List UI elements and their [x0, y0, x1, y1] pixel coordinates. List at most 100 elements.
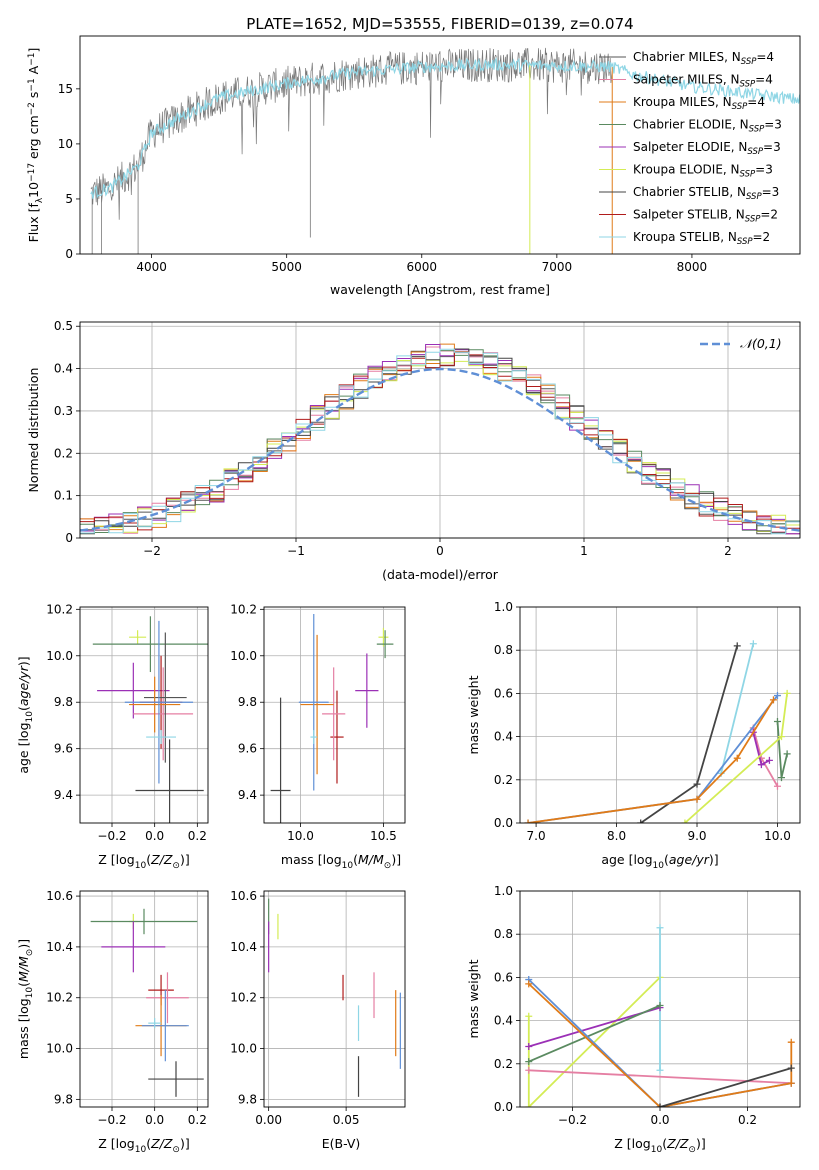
ageZ-xlabel-part: )] [180, 852, 190, 867]
massweight-vs-Z-marker-cs [787, 1064, 795, 1072]
massweight-vs-age-line-cs [640, 645, 739, 823]
hist-step-ks [80, 348, 800, 535]
massZ-ylabel-part: M/M [16, 956, 31, 982]
residual-hist-ytick-label: 0.5 [54, 319, 73, 333]
mass-vs-Z-xtick-label: −0.2 [97, 1113, 126, 1127]
legend-sub: SSP [732, 102, 748, 112]
spectrum-ytick-label: 15 [58, 82, 73, 96]
legend-label-km: Kroupa MILES, NSSP=4 [633, 95, 765, 112]
mwage-xlabel-sub: 10 [653, 861, 665, 871]
legend-sub: SSP [740, 170, 756, 180]
age-vs-mass-ytick-label: 9.6 [238, 742, 257, 756]
hist-legend-label: 𝒩(0,1) [740, 336, 782, 351]
mwage-ylabel: mass weight [466, 675, 481, 754]
massweight-vs-age-marker-ke [681, 819, 689, 823]
agemass-xlabel-part: M/M [358, 852, 384, 867]
age-vs-Z-ytick-label: 9.6 [54, 742, 73, 756]
mass-vs-Z-frame [79, 890, 209, 1108]
massweight-vs-age-marker-cs [733, 642, 741, 650]
massweight-vs-Z-marker-ce [525, 1058, 533, 1066]
massZ-xlabel: Z [log10(Z/Z⊙)] [98, 1136, 189, 1155]
spectrum-xtick-label: 6000 [406, 260, 437, 274]
agemass-xlabel: mass [log10(M/M⊙)] [281, 852, 401, 871]
mass-vs-ebv-frame [263, 890, 406, 1108]
hist-xlabel: (data-model)/error [382, 567, 499, 582]
spectrum-model-line [90, 57, 800, 199]
mwZ-xlabel-sub: 10 [651, 1145, 663, 1155]
legend-suffix: =4 [756, 50, 774, 64]
mass-vs-ebv-ytick-label: 10.2 [230, 991, 257, 1005]
age-vs-Z-ytick-label: 10.0 [46, 649, 73, 663]
spectrum-ytick-label: 5 [65, 192, 73, 206]
legend-text: Kroupa ELODIE, N [633, 163, 740, 177]
mass-vs-ebv-ytick-label: 9.8 [238, 1092, 257, 1106]
massweight-vs-age-marker-ce [783, 750, 791, 758]
legend-suffix: =4 [747, 95, 765, 109]
hist-step-ss [80, 351, 800, 531]
ageZ-xlabel: Z [log10(Z/Z⊙)] [98, 852, 189, 871]
massweight-vs-Z-xtick-label: 0.0 [650, 1113, 669, 1127]
spectrum-ylabel: Flux [fλ10−17 erg cm−2 s−1 A−1] [26, 48, 45, 243]
age-vs-Z-xtick-label: 0.0 [145, 829, 164, 843]
massweight-vs-Z-panel: −0.2 0.0 0.2 0.0 0.2 0.4 0.6 0.8 1.0 Z [log10(Z/Z… [466, 884, 801, 1155]
mass-vs-Z-ytick-label: 9.8 [54, 1092, 73, 1106]
ageZ-xlabel-part: Z/Z [150, 852, 173, 867]
mwZ-xlabel-sub: ⊙ [688, 1145, 696, 1155]
age-vs-mass-ytick-label: 9.8 [238, 695, 257, 709]
spectrum-ylabel-part: −1 [27, 78, 37, 91]
massweight-vs-age-xtick-label: 9.0 [687, 829, 706, 843]
age-vs-mass-ytick-label: 9.4 [238, 788, 257, 802]
spectrum-ylabel-part: −2 [27, 102, 37, 115]
massweight-vs-Z-ytick-label: 1.0 [494, 884, 513, 898]
mass-vs-Z-xtick-label: 0.2 [188, 1113, 207, 1127]
massweight-vs-age-frame [519, 606, 801, 824]
massweight-vs-Z-ytick-label: 0.0 [494, 1100, 513, 1114]
mass-vs-Z-panel: −0.2 0.0 0.2 9.8 10.0 10.2 10.4 10.6 Z [log10(Z/… [16, 889, 209, 1155]
legend-label-sm: Salpeter MILES, NSSP=4 [633, 73, 773, 90]
ageZ-ylabel-part: age/yr [16, 665, 31, 706]
mwZ-xlabel-part: Z/Z [666, 1136, 689, 1151]
mwZ-xlabel-part: )] [696, 1136, 706, 1151]
legend-label-ke: Kroupa ELODIE, NSSP=3 [633, 163, 773, 180]
massweight-vs-age-marker-se [757, 761, 765, 769]
massweight-vs-age-ytick-label: 0.4 [494, 730, 513, 744]
spectrum-ylabel-part: s [26, 92, 41, 103]
massweight-vs-Z-marker-se [525, 1043, 533, 1051]
age-vs-Z-xtick-label: −0.2 [97, 829, 126, 843]
massZ-xlabel-sub: 10 [135, 1145, 147, 1155]
spectrum-ylabel-part: erg cm [26, 115, 41, 163]
agemass-xlabel-part: )] [391, 852, 401, 867]
residual-hist-ytick-label: 0.1 [54, 489, 73, 503]
massweight-vs-age-line-km [527, 699, 775, 823]
residual-hist-ytick-label: 0 [65, 531, 73, 545]
massweight-vs-Z-marker-km [787, 1038, 795, 1046]
agemass-xlabel-sub: ⊙ [384, 861, 392, 871]
massweight-vs-age-ytick-label: 0.2 [494, 773, 513, 787]
massweight-vs-age-ytick-label: 0.6 [494, 686, 513, 700]
legend-suffix: =3 [762, 185, 780, 199]
spectrum-ylabel-part: λ [35, 197, 45, 203]
mass-vs-ebv-panel: 0.00 0.05 9.8 10.0 10.2 10.4 10.6 E(B-V) [230, 889, 406, 1151]
legend-label-cm: Chabrier MILES, NSSP=4 [633, 50, 774, 67]
massZ-ylabel: mass [log10(M/M⊙)] [16, 939, 35, 1059]
mwage-xlabel: age [log10(age/yr)] [601, 852, 718, 871]
hist-ylabel: Normed distribution [26, 368, 41, 493]
spectrum-ylabel-part: Flux [f [26, 203, 41, 243]
massweight-vs-Z-marker-ke [525, 1103, 533, 1107]
massweight-vs-Z-frame [519, 890, 801, 1108]
massweight-vs-Z-marker-ce [656, 1001, 664, 1009]
massweight-vs-age-marker-cs [637, 819, 645, 823]
residual-hist-ytick-label: 0.3 [54, 404, 73, 418]
massweight-vs-Z-marker-ks [656, 1066, 664, 1074]
massweight-vs-age-marker-blue [773, 692, 781, 700]
massweight-vs-age-marker-km [769, 696, 777, 704]
ebv-xlabel: E(B-V) [322, 1136, 361, 1151]
ageZ-xlabel-sub: ⊙ [172, 861, 180, 871]
ageZ-ylabel: age [log10(age/yr)] [16, 656, 35, 773]
spectrum-lines [90, 47, 800, 254]
massweight-vs-age-xtick-label: 10.0 [764, 829, 791, 843]
age-vs-mass-xtick-label: 10.0 [287, 829, 314, 843]
massZ-ylabel-part: )] [16, 939, 31, 949]
mwZ-ylabel: mass weight [466, 959, 481, 1038]
residual-hist-ytick-label: 0.4 [54, 362, 73, 376]
